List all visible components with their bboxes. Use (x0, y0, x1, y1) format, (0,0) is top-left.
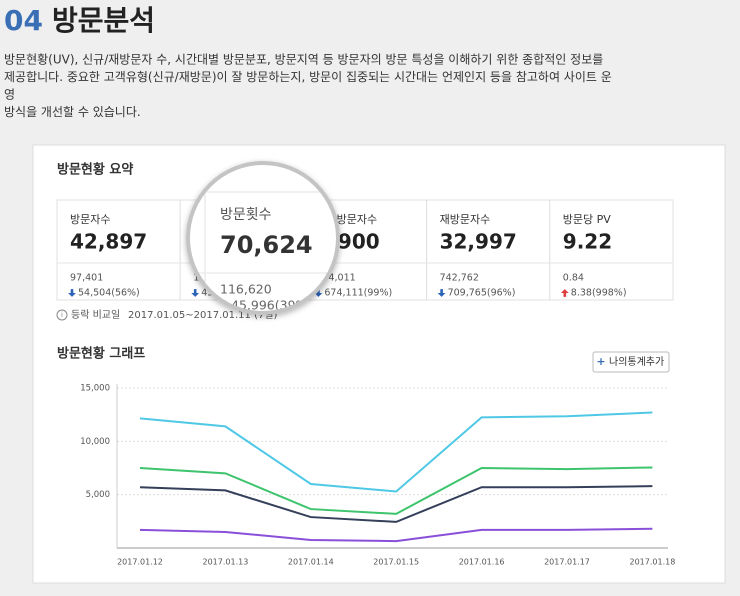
button-label: 나의통계추가 (609, 356, 664, 368)
card-value: 9.22 (563, 230, 612, 254)
card-value: 42,897 (70, 230, 147, 254)
card-change: 54,504(56%) (78, 288, 140, 299)
x-tick-label: 2017.01.16 (459, 558, 505, 567)
series-line (139, 411, 653, 493)
card-previous: 116,620 (220, 282, 272, 297)
description-line: 영 (4, 88, 15, 102)
card-previous: 0.84 (563, 273, 584, 284)
y-tick-label: 15,000 (80, 384, 110, 394)
section-number: 04 (4, 4, 43, 37)
summary-title: 방문현황 요약 (57, 162, 133, 178)
note-range: 2017.01.05~2017.01.11 (7일) (128, 309, 278, 321)
stat-card (549, 199, 674, 301)
stat-card (426, 199, 551, 301)
card-label: 방문당 PV (563, 213, 611, 226)
card-value: 32,997 (440, 230, 517, 254)
series-line (139, 527, 653, 543)
description-line: 방문현황(UV), 신규/재방문자 수, 시간대별 방문분포, 방문지역 등 방… (4, 53, 603, 67)
x-tick-label: 2017.01.13 (202, 558, 248, 567)
y-tick-label: 10,000 (80, 437, 110, 447)
x-tick-label: 2017.01.15 (373, 558, 419, 567)
card-value: 70,624 (220, 231, 313, 259)
trend-arrow (437, 289, 446, 297)
info-icon (56, 309, 68, 321)
card-change: 674,111(99%) (324, 288, 392, 299)
info-icon-glyph: i (61, 311, 63, 319)
card-label: 방문자수 (70, 213, 110, 226)
x-tick-label: 2017.01.17 (544, 558, 590, 567)
graph-title: 방문현황 그래프 (57, 346, 145, 362)
card-previous: 742,762 (440, 273, 479, 284)
card-label: 방문횟수 (220, 207, 272, 223)
x-tick-label: 2017.01.18 (629, 558, 675, 567)
trend-arrow (68, 289, 76, 297)
card-change: 709,765(96%) (448, 288, 516, 299)
trend-arrow (314, 289, 323, 297)
card-label: 재방문자수 (440, 213, 491, 226)
add-stat-button[interactable] (592, 351, 670, 373)
section-title: 방문분석 (52, 4, 155, 37)
plus-icon: + (596, 355, 605, 368)
series-line (139, 485, 653, 523)
card-previous: 97,401 (70, 273, 103, 284)
description-line: 방식을 개선할 수 있습니다. (4, 105, 141, 119)
note-label: 등락 비교일 (71, 309, 120, 321)
trend-arrow (560, 289, 569, 297)
description-line: 제공합니다. 중요한 고객유형(신규/재방문)이 잘 방문하는지, 방문이 집중… (4, 70, 612, 84)
trend-arrow (191, 289, 200, 297)
x-tick-label: 2017.01.14 (288, 558, 334, 567)
card-previous: 684,011 (316, 273, 355, 284)
x-tick-label: 2017.01.12 (117, 558, 163, 567)
series-line (139, 466, 653, 515)
magnifier (186, 161, 340, 315)
card-change: 8.38(998%) (571, 288, 627, 299)
y-tick-label: 5,000 (86, 490, 110, 500)
